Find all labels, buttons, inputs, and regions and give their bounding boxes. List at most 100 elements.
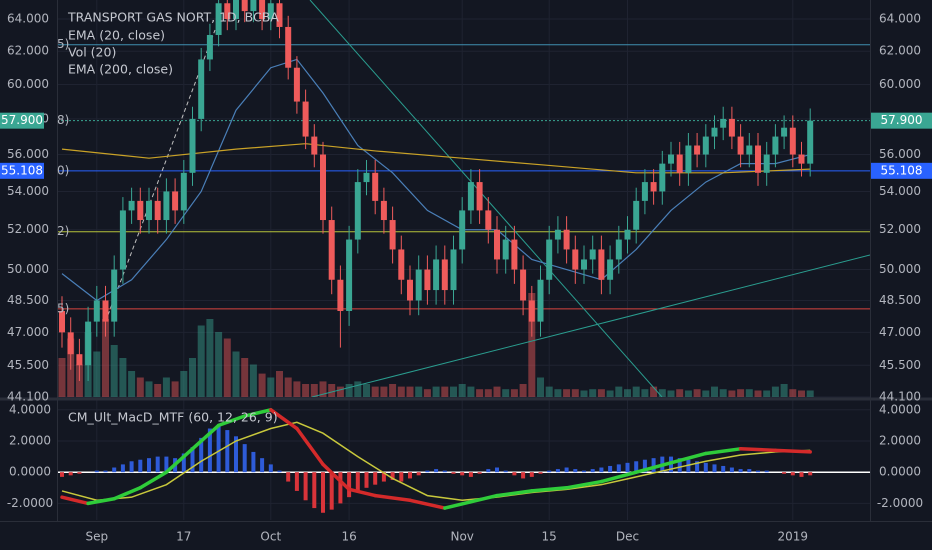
- histogram-bar: [77, 472, 82, 474]
- level-label: 5): [57, 37, 69, 51]
- candle-body: [85, 321, 92, 366]
- y-tick-label: 64.000: [879, 12, 921, 26]
- x-tick-label: 17: [176, 530, 191, 544]
- candle-body: [206, 34, 213, 60]
- volume-bar: [519, 384, 527, 397]
- y-tick-label: -2.0000: [7, 496, 53, 510]
- y-tick-label: 60.000: [7, 77, 49, 91]
- histogram-bar: [434, 469, 439, 473]
- candle-body: [755, 145, 761, 173]
- candle-body: [320, 154, 326, 221]
- candle-body: [111, 269, 118, 322]
- volume-bar: [136, 377, 144, 397]
- histogram-bar: [495, 467, 499, 473]
- candle-body: [76, 354, 83, 366]
- candle-body: [424, 269, 431, 291]
- candle-body: [146, 200, 152, 221]
- indicator-title: CM_Ult_MacD_MTF (60, 12, 26, 9): [68, 410, 278, 425]
- histogram-bar: [503, 470, 508, 473]
- level-label: 0): [57, 163, 69, 177]
- ema-line: [61, 58, 811, 302]
- macd-segment: [634, 461, 673, 474]
- histogram-bar: [764, 470, 769, 473]
- candle-body: [763, 154, 770, 173]
- volume-bar: [580, 390, 588, 397]
- y-tick-label: 0.0000: [9, 465, 51, 479]
- candle-body: [198, 59, 205, 119]
- histogram-bar: [651, 458, 656, 473]
- volume-bar: [171, 381, 179, 397]
- histogram-bar: [234, 436, 238, 473]
- volume-bar: [423, 389, 431, 397]
- volume-bar: [389, 384, 397, 397]
- histogram-bar: [442, 470, 447, 473]
- histogram-bar: [260, 458, 265, 473]
- candle-body: [563, 229, 570, 250]
- histogram-bar: [303, 472, 308, 501]
- histogram-bar: [225, 430, 230, 473]
- signal-line: [61, 421, 811, 502]
- macd-segment: [216, 414, 247, 428]
- volume-bar: [102, 319, 109, 397]
- histogram-bar: [573, 469, 578, 473]
- candle-body: [389, 220, 396, 250]
- volume-bar: [658, 389, 666, 397]
- y-tick-label: 45.500: [879, 358, 921, 372]
- x-tick-label: 2019: [778, 530, 809, 544]
- volume-bar: [197, 325, 205, 397]
- candle-body: [433, 259, 440, 291]
- volume-bar: [563, 389, 571, 397]
- candle-body: [459, 210, 466, 250]
- candle-body: [172, 191, 179, 211]
- histogram-bar: [277, 470, 282, 473]
- candle-body: [354, 182, 361, 240]
- y-tick-label: 0.0000: [879, 465, 921, 479]
- price-label-box: [0, 162, 44, 179]
- y-tick-label: 54.000: [7, 184, 49, 198]
- candle-body: [59, 310, 65, 333]
- volume-bar: [232, 351, 240, 397]
- candle-body: [798, 154, 805, 164]
- volume-bar: [189, 358, 196, 397]
- candle-body: [520, 269, 527, 301]
- candle-body: [372, 172, 379, 201]
- candle-body: [720, 118, 727, 128]
- volume-bar: [676, 389, 684, 397]
- level-label: 5): [57, 301, 69, 315]
- candle-body: [554, 229, 561, 240]
- macd-layer: [60, 408, 813, 513]
- macd-segment: [373, 493, 412, 503]
- candle-body: [641, 182, 648, 201]
- volume-bar: [162, 377, 170, 397]
- volume-bar: [267, 377, 275, 397]
- histogram-bar: [312, 472, 317, 509]
- candle-body: [328, 220, 335, 280]
- volume-bar: [597, 389, 605, 397]
- volume-bar: [406, 386, 414, 397]
- candle-body: [624, 229, 631, 240]
- candle-body: [233, 0, 239, 20]
- histogram-bar: [521, 472, 526, 479]
- y-tick-label: 54.000: [879, 184, 921, 198]
- candle-body: [659, 163, 666, 192]
- macd-segment: [530, 486, 569, 493]
- level-label: 2): [57, 224, 69, 238]
- candle-body: [511, 239, 518, 270]
- volume-bar: [632, 386, 640, 397]
- x-tick-label: Oct: [260, 530, 281, 544]
- volume-bar: [711, 386, 718, 397]
- histogram-bar: [599, 467, 604, 473]
- candle-body: [789, 127, 796, 155]
- volume-bar: [354, 381, 362, 397]
- macd-segment: [564, 479, 604, 490]
- candle-body: [737, 136, 744, 155]
- candle-body: [415, 269, 422, 301]
- level-label: 8): [57, 113, 69, 127]
- candle-body: [476, 182, 483, 211]
- candle-body: [615, 239, 622, 260]
- histogram-bar: [686, 459, 691, 473]
- histogram-bar: [625, 462, 630, 473]
- grid-layer: [57, 0, 870, 520]
- histogram-bar: [120, 464, 125, 473]
